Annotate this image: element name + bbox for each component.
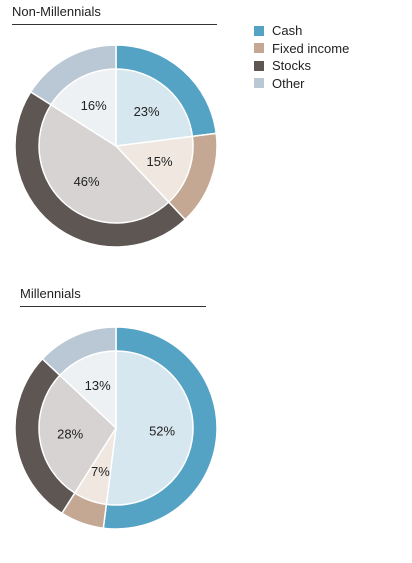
legend-swatch-other bbox=[254, 78, 264, 89]
legend-item-stocks: Stocks bbox=[254, 57, 349, 75]
legend-item-fixed-income: Fixed income bbox=[254, 40, 349, 58]
legend-item-other: Other bbox=[254, 75, 349, 93]
legend: Cash Fixed income Stocks Other bbox=[254, 22, 349, 92]
legend-swatch-fixed-income bbox=[254, 43, 264, 54]
legend-item-cash: Cash bbox=[254, 22, 349, 40]
chart-title-non-millennials: Non-Millennials bbox=[12, 4, 217, 25]
slice-inner-other bbox=[49, 68, 117, 148]
legend-swatch-cash bbox=[254, 25, 264, 36]
slice-label-cash: 23% bbox=[134, 104, 160, 119]
legend-label-cash: Cash bbox=[272, 23, 303, 38]
slice-inner-stocks bbox=[38, 103, 170, 224]
slice-label-cash: 52% bbox=[149, 423, 175, 438]
slice-inner-cash bbox=[115, 68, 194, 147]
slice-inner-cash bbox=[105, 350, 194, 506]
slice-label-fixed-income: 15% bbox=[146, 154, 172, 169]
slice-label-other: 13% bbox=[85, 378, 111, 393]
legend-label-other: Other bbox=[272, 75, 305, 91]
slice-label-stocks: 46% bbox=[74, 174, 100, 189]
chart-title-millennials: Millennials bbox=[20, 286, 206, 307]
slice-inner-stocks bbox=[38, 374, 117, 495]
slice-inner-fixed-income bbox=[114, 135, 194, 204]
legend-label-fixed-income: Fixed income bbox=[272, 40, 350, 56]
slice-label-stocks: 28% bbox=[57, 426, 83, 441]
slice-label-fixed-income: 7% bbox=[91, 464, 110, 479]
slice-label-other: 16% bbox=[81, 98, 107, 113]
legend-swatch-stocks bbox=[254, 60, 264, 71]
slice-inner-other bbox=[58, 350, 117, 430]
legend-label-stocks: Stocks bbox=[272, 58, 312, 73]
